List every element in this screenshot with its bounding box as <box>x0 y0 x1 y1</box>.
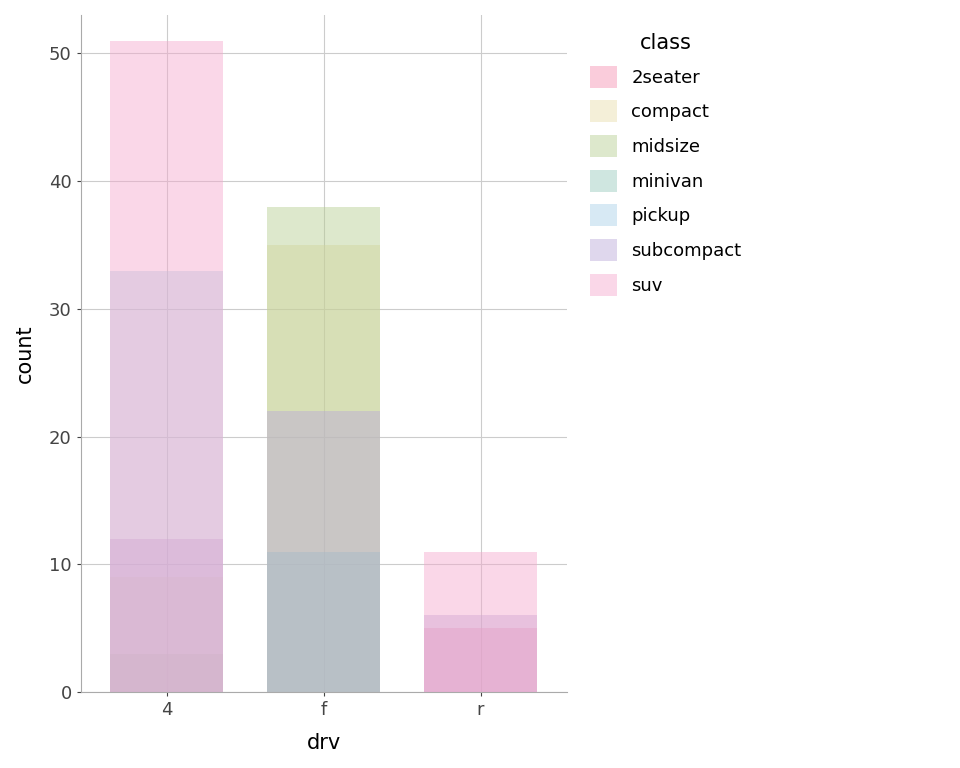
Bar <box>267 551 380 692</box>
Bar <box>424 628 537 692</box>
Bar <box>110 270 224 692</box>
Y-axis label: count: count <box>15 324 35 383</box>
Bar <box>267 245 380 692</box>
Bar <box>110 577 224 692</box>
X-axis label: drv: drv <box>306 733 341 753</box>
Bar <box>110 41 224 692</box>
Bar <box>424 551 537 692</box>
Bar <box>424 615 537 692</box>
Bar <box>110 654 224 692</box>
Bar <box>267 207 380 692</box>
Bar <box>267 411 380 692</box>
Bar <box>110 539 224 692</box>
Legend: 2seater, compact, midsize, minivan, pickup, subcompact, suv: 2seater, compact, midsize, minivan, pick… <box>581 24 751 305</box>
